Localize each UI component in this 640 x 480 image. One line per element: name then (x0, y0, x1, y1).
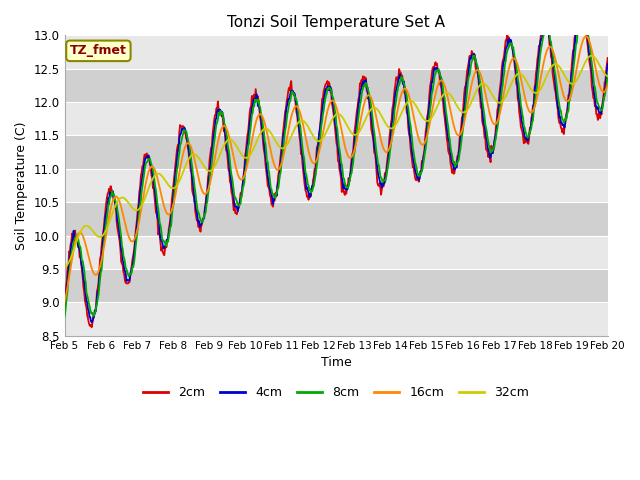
X-axis label: Time: Time (321, 356, 351, 369)
Bar (65, 102, 608, 135)
Y-axis label: Soil Temperature (C): Soil Temperature (C) (15, 121, 28, 250)
Bar (65, 236, 608, 269)
Title: Tonzi Soil Temperature Set A: Tonzi Soil Temperature Set A (227, 15, 445, 30)
Text: TZ_fmet: TZ_fmet (70, 44, 127, 57)
Bar (65, 36, 608, 69)
Bar (65, 169, 608, 202)
Legend: 2cm, 4cm, 8cm, 16cm, 32cm: 2cm, 4cm, 8cm, 16cm, 32cm (138, 382, 534, 405)
Bar (65, 202, 608, 236)
Bar (65, 302, 608, 336)
Bar (65, 135, 608, 169)
Bar (65, 269, 608, 302)
Bar (65, 69, 608, 102)
